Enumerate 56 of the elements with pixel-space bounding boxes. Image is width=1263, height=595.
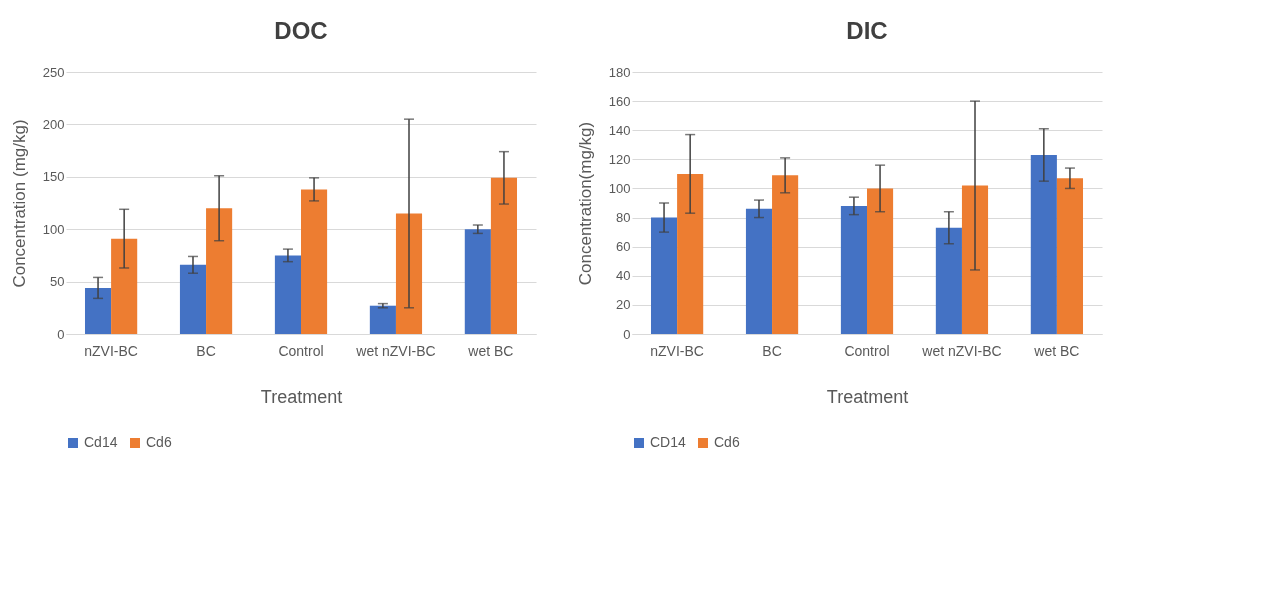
y-tick-label: 200 [42, 116, 65, 132]
y-tick-label: 80 [616, 210, 631, 226]
bar [867, 188, 894, 334]
bar [935, 227, 962, 334]
y-tick-label: 20 [616, 297, 631, 313]
x-tick-label: wet nZVI-BC [921, 342, 1002, 359]
bar [1056, 178, 1084, 334]
y-tick-label: 180 [608, 64, 631, 80]
x-tick-label: Control [844, 342, 890, 359]
x-tick-label: wet BC [1033, 342, 1080, 359]
bar [84, 287, 112, 334]
legend-label: Cd14 [84, 434, 118, 450]
y-tick-label: 60 [616, 239, 631, 255]
bar [206, 208, 233, 334]
bar [179, 264, 207, 334]
x-tick-label: BC [762, 342, 782, 359]
bar [677, 173, 704, 334]
bar [840, 205, 867, 334]
bar [274, 255, 301, 334]
chart-title: DOC [274, 17, 328, 44]
x-tick-label: Control [278, 342, 324, 359]
legend-label: CD14 [650, 434, 687, 450]
y-tick-label: 100 [608, 180, 631, 196]
x-tick-label: wet BC [467, 342, 514, 359]
bar [395, 213, 423, 334]
bar [464, 229, 491, 334]
bar [369, 305, 396, 334]
x-axis-title: Treatment [826, 386, 909, 407]
y-tick-label: 40 [616, 268, 631, 284]
bar [1030, 154, 1057, 334]
bar [111, 238, 138, 334]
x-tick-label: nZVI-BC [84, 342, 138, 359]
y-axis-title: Concentration(mg/kg) [575, 121, 595, 286]
bar [301, 189, 328, 334]
y-tick-label: 0 [623, 326, 631, 342]
y-tick-label: 0 [57, 326, 65, 342]
legend-label: Cd6 [714, 434, 740, 450]
y-tick-label: 140 [608, 122, 631, 138]
y-tick-label: 150 [42, 169, 65, 185]
y-tick-label: 120 [608, 151, 631, 167]
legend-label: Cd6 [146, 434, 172, 450]
x-tick-label: nZVI-BC [650, 342, 704, 359]
bar [490, 177, 518, 334]
bar [772, 175, 799, 334]
x-tick-label: BC [196, 342, 216, 359]
x-tick-label: wet nZVI-BC [355, 342, 436, 359]
bar [650, 217, 678, 334]
bar [745, 208, 773, 334]
y-axis-title: Concentration (mg/kg) [9, 119, 29, 288]
y-tick-label: 160 [608, 93, 631, 109]
y-tick-label: 50 [50, 274, 65, 290]
y-tick-label: 100 [42, 221, 65, 237]
bar [961, 185, 989, 334]
y-tick-label: 250 [42, 64, 65, 80]
chart-title: DIC [846, 17, 888, 44]
x-axis-title: Treatment [260, 386, 343, 407]
